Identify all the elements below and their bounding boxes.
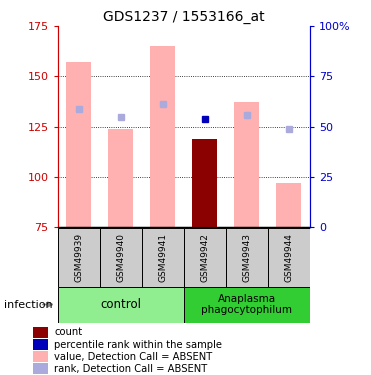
Text: GSM49939: GSM49939 bbox=[74, 232, 83, 282]
Bar bbox=[33, 327, 47, 338]
Text: GSM49942: GSM49942 bbox=[200, 233, 209, 282]
Bar bbox=[184, 287, 310, 322]
Bar bbox=[58, 287, 184, 322]
Text: GSM49944: GSM49944 bbox=[284, 233, 293, 282]
Bar bbox=[58, 228, 99, 287]
Text: GSM49941: GSM49941 bbox=[158, 233, 167, 282]
Title: GDS1237 / 1553166_at: GDS1237 / 1553166_at bbox=[103, 10, 265, 24]
Text: value, Detection Call = ABSENT: value, Detection Call = ABSENT bbox=[54, 352, 213, 362]
Bar bbox=[234, 102, 259, 227]
Bar bbox=[33, 351, 47, 362]
Text: count: count bbox=[54, 327, 82, 338]
Text: control: control bbox=[100, 298, 141, 311]
Bar bbox=[66, 62, 91, 227]
Text: infection: infection bbox=[4, 300, 52, 309]
Bar bbox=[192, 139, 217, 227]
Bar bbox=[184, 228, 226, 287]
Bar bbox=[150, 46, 175, 227]
Bar bbox=[142, 228, 184, 287]
Text: GSM49943: GSM49943 bbox=[242, 233, 251, 282]
Bar bbox=[276, 183, 301, 227]
Bar bbox=[108, 129, 133, 227]
Bar bbox=[99, 228, 142, 287]
Text: percentile rank within the sample: percentile rank within the sample bbox=[54, 340, 222, 350]
Bar bbox=[268, 228, 310, 287]
Bar bbox=[226, 228, 268, 287]
Text: GSM49940: GSM49940 bbox=[116, 233, 125, 282]
Bar bbox=[33, 363, 47, 375]
Text: rank, Detection Call = ABSENT: rank, Detection Call = ABSENT bbox=[54, 364, 207, 374]
Bar bbox=[33, 339, 47, 350]
Text: Anaplasma
phagocytophilum: Anaplasma phagocytophilum bbox=[201, 294, 292, 315]
